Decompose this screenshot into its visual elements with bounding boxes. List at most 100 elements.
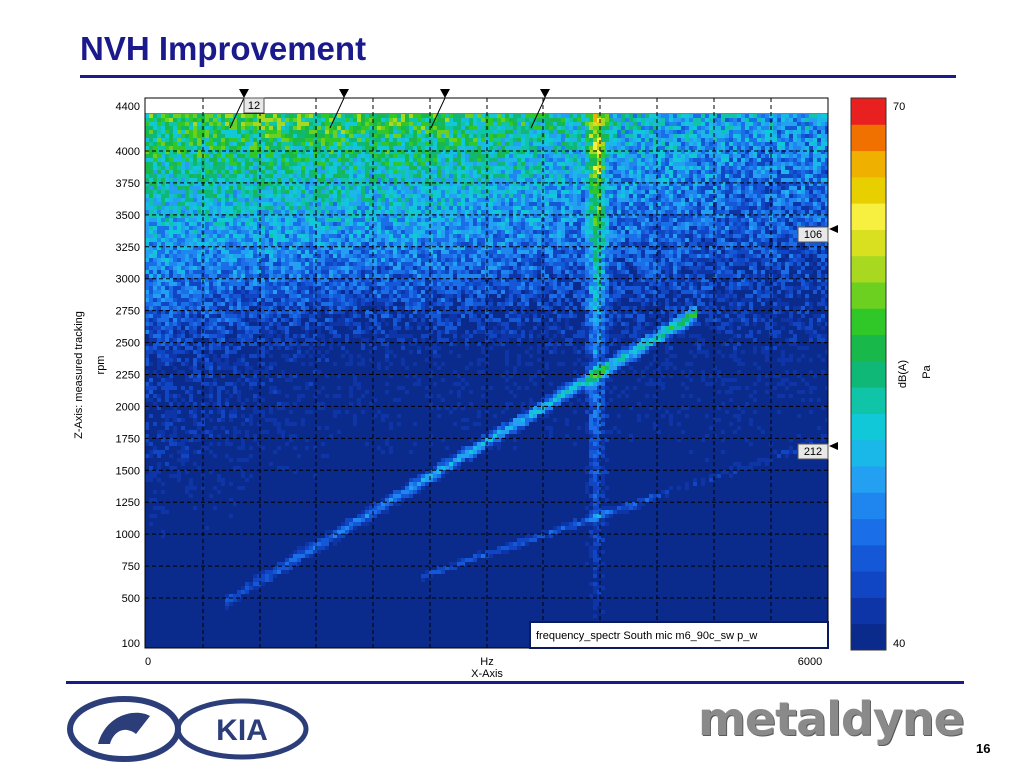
heatmap-cell: [733, 190, 737, 194]
heatmap-cell: [305, 126, 309, 130]
heatmap-cell: [773, 158, 777, 162]
heatmap-cell: [245, 190, 249, 194]
heatmap-cell: [817, 162, 821, 166]
heatmap-cell: [665, 134, 669, 138]
heatmap-cell: [433, 210, 437, 214]
heatmap-cell: [161, 134, 165, 138]
heatmap-cell: [221, 118, 225, 122]
heatmap-cell: [149, 166, 153, 170]
heatmap-cell: [649, 114, 653, 118]
heatmap-cell: [245, 210, 249, 214]
heatmap-cell: [573, 170, 577, 174]
heatmap-cell: [437, 186, 441, 190]
heatmap-cell: [637, 126, 641, 130]
heatmap-cell: [529, 178, 533, 182]
heatmap-cell: [413, 138, 417, 142]
heatmap-cell: [637, 154, 641, 158]
heatmap-cell: [789, 218, 793, 222]
heatmap-cell: [213, 134, 217, 138]
heatmap-cell: [261, 154, 265, 158]
heatmap-cell: [501, 178, 505, 182]
heatmap-cell: [557, 218, 561, 222]
heatmap-cell: [509, 190, 513, 194]
heatmap-cell: [345, 210, 349, 214]
heatmap-cell: [497, 158, 501, 162]
heatmap-cell: [673, 126, 677, 130]
heatmap-cell: [765, 194, 769, 198]
heatmap-cell: [281, 122, 285, 126]
heatmap-cell: [605, 162, 609, 166]
heatmap-cell: [369, 194, 373, 198]
heatmap-cell: [809, 222, 813, 226]
heatmap-cell: [501, 142, 505, 146]
heatmap-cell: [465, 142, 469, 146]
heatmap-cell: [293, 226, 297, 230]
heatmap-cell: [457, 174, 461, 178]
heatmap-cell: [181, 194, 185, 198]
heatmap-cell: [629, 134, 633, 138]
heatmap-cell: [289, 190, 293, 194]
heatmap-cell: [297, 186, 301, 190]
heatmap-cell: [261, 218, 265, 222]
heatmap-cell: [697, 134, 701, 138]
heatmap-cell: [721, 170, 725, 174]
heatmap-cell: [161, 210, 165, 214]
heatmap-cell: [441, 166, 445, 170]
heatmap-cell: [397, 126, 401, 130]
heatmap-cell: [677, 118, 681, 122]
heatmap-cell: [757, 206, 761, 210]
heatmap-cell: [445, 206, 449, 210]
heatmap-cell: [685, 154, 689, 158]
heatmap-cell: [157, 138, 161, 142]
heatmap-cell: [177, 114, 181, 118]
heatmap-cell: [729, 226, 733, 230]
heatmap-cell: [437, 198, 441, 202]
heatmap-cell: [649, 154, 653, 158]
heatmap-cell: [733, 226, 737, 230]
heatmap-cell: [745, 198, 749, 202]
heatmap-cell: [277, 198, 281, 202]
heatmap-cell: [477, 170, 481, 174]
heatmap-cell: [149, 206, 153, 210]
heatmap-cell: [433, 186, 437, 190]
heatmap-cell: [789, 202, 793, 206]
heatmap-cell: [453, 206, 457, 210]
heatmap-cell: [501, 122, 505, 126]
heatmap-cell: [297, 158, 301, 162]
heatmap-cell: [445, 154, 449, 158]
heatmap-cell: [397, 162, 401, 166]
heatmap-cell: [797, 134, 801, 138]
heatmap-cell: [805, 194, 809, 198]
heatmap-cell: [477, 114, 481, 118]
heatmap-cell: [585, 190, 589, 194]
heatmap-cell: [221, 122, 225, 126]
heatmap-cell: [509, 154, 513, 158]
heatmap-cell: [821, 198, 825, 202]
heatmap-cell: [681, 210, 685, 214]
heatmap-cell: [205, 230, 209, 234]
heatmap-cell: [361, 170, 365, 174]
heatmap-cell: [217, 178, 221, 182]
heatmap-cell: [205, 122, 209, 126]
heatmap-cell: [361, 130, 365, 134]
heatmap-cell: [685, 158, 689, 162]
heatmap-cell: [621, 174, 625, 178]
heatmap-cell: [477, 194, 481, 198]
heatmap-cell: [565, 222, 569, 226]
heatmap-cell: [641, 142, 645, 146]
heatmap-cell: [341, 178, 345, 182]
heatmap-cell: [729, 130, 733, 134]
heatmap-cell: [165, 206, 169, 210]
heatmap-cell: [425, 226, 429, 230]
heatmap-cell: [321, 126, 325, 130]
heatmap-cell: [349, 198, 353, 202]
heatmap-cell: [345, 186, 349, 190]
heatmap-cell: [609, 158, 613, 162]
heatmap-cell: [353, 210, 357, 214]
heatmap-cell: [289, 218, 293, 222]
heatmap-cell: [213, 122, 217, 126]
heatmap-cell: [381, 202, 385, 206]
heatmap-cell: [609, 186, 613, 190]
heatmap-cell: [777, 126, 781, 130]
heatmap-cell: [685, 206, 689, 210]
